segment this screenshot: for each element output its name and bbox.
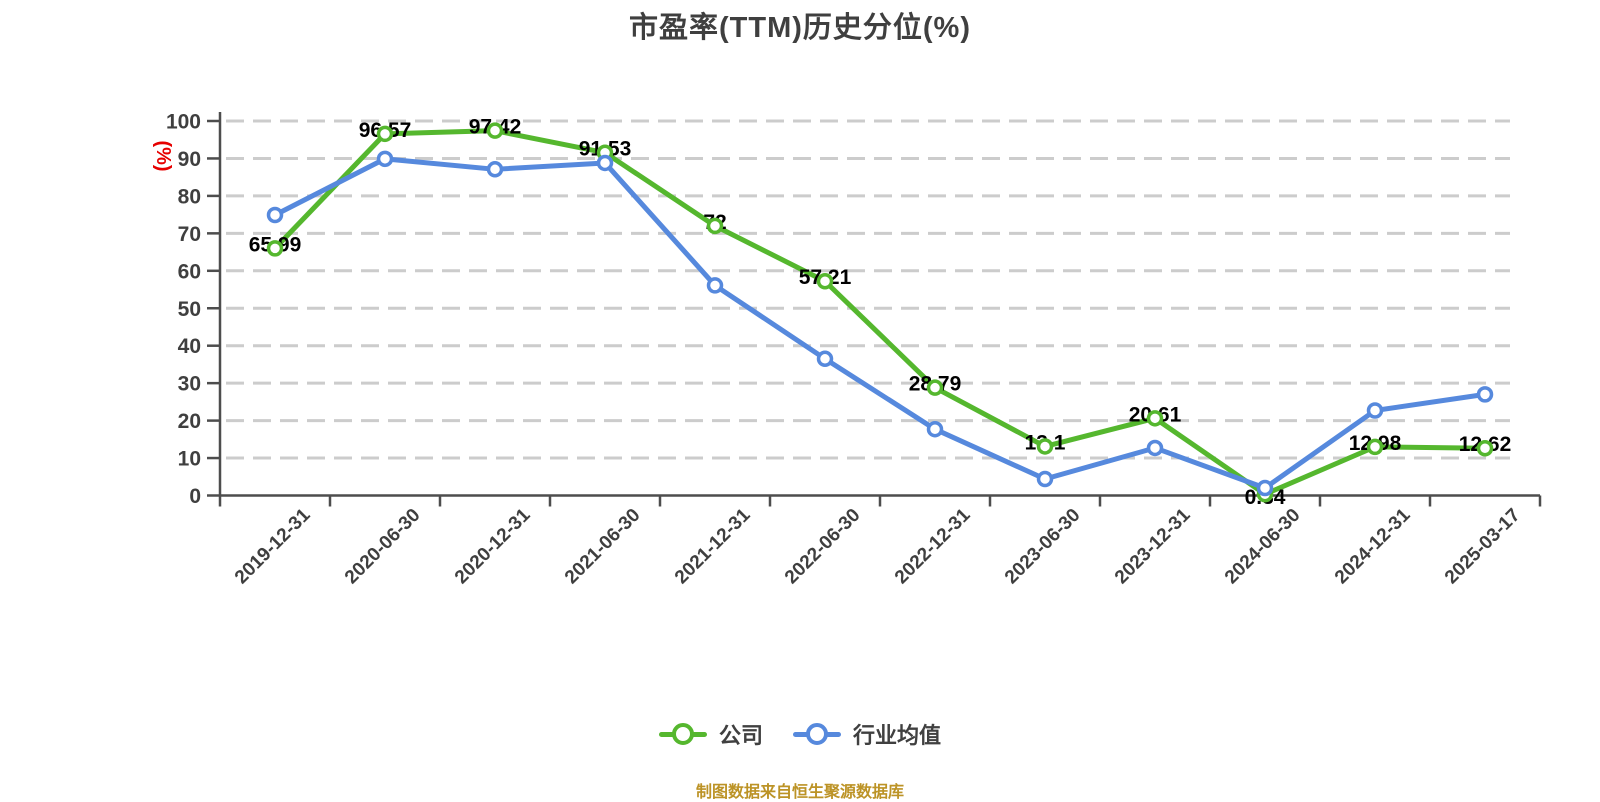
x-tick-label: 2021-12-31 <box>671 504 755 588</box>
legend-item-company[interactable]: 公司 <box>658 718 763 750</box>
x-tick-label: 2020-06-30 <box>341 505 425 589</box>
y-tick-label: 70 <box>178 223 201 246</box>
series-company-line <box>272 128 1488 497</box>
y-tick-label: 30 <box>178 373 201 396</box>
series-company-marker[interactable] <box>1146 410 1164 427</box>
data-source-note: 制图数据来自恒生聚源数据库 <box>695 784 904 801</box>
series-industry-marker[interactable] <box>486 161 504 178</box>
y-tick-label: 90 <box>178 148 201 171</box>
y-tick-label: 100 <box>166 111 201 134</box>
series-industry-marker[interactable] <box>1256 479 1274 497</box>
series-company-marker[interactable] <box>1366 438 1384 456</box>
x-tick-label: 2024-12-31 <box>1331 504 1415 588</box>
x-tick-label: 2025-03-17 <box>1441 505 1525 589</box>
x-tick-label: 2022-12-31 <box>891 504 975 588</box>
series-industry-marker[interactable] <box>1036 470 1054 488</box>
series-company-marker[interactable] <box>1476 439 1494 457</box>
series-industry-line <box>272 156 1488 491</box>
series-company-marker[interactable] <box>486 122 504 139</box>
legend-line-marker-icon <box>793 721 841 747</box>
series-industry-marker[interactable] <box>1366 402 1384 419</box>
x-tick-label: 2023-12-31 <box>1111 504 1195 588</box>
series-company-marker[interactable] <box>376 125 394 143</box>
series-industry-marker[interactable] <box>706 277 724 294</box>
y-axis-unit-label: (%) <box>152 140 174 171</box>
legend: 公司 行业均值 <box>0 718 1600 750</box>
series-industry-marker[interactable] <box>1146 439 1164 457</box>
y-tick-label: 50 <box>178 298 201 321</box>
y-tick-label: 40 <box>178 335 201 358</box>
legend-item-industry[interactable]: 行业均值 <box>793 718 941 750</box>
series-company-marker[interactable] <box>926 379 944 396</box>
legend-label: 公司 <box>718 723 763 748</box>
series-industry-marker[interactable] <box>266 206 284 224</box>
series-company-marker[interactable] <box>1036 438 1054 455</box>
y-tick-label: 10 <box>178 448 201 471</box>
series-industry-marker[interactable] <box>1476 386 1494 403</box>
series-company-marker[interactable] <box>706 217 724 235</box>
y-tick-label: 20 <box>178 410 201 433</box>
series-industry-marker[interactable] <box>596 154 614 172</box>
x-tick-label: 2021-06-30 <box>561 505 645 589</box>
y-tick-label: 0 <box>189 485 201 508</box>
series-industry-marker[interactable] <box>816 350 834 368</box>
series-industry-marker[interactable] <box>926 420 944 438</box>
x-tick-label: 2020-12-31 <box>451 504 535 588</box>
series-industry-marker[interactable] <box>376 150 394 168</box>
legend-label: 行业均值 <box>853 723 942 748</box>
y-tick-label: 60 <box>178 260 201 283</box>
x-tick-label: 2023-06-30 <box>1001 505 1085 589</box>
chart-title: 市盈率(TTM)历史分位(%) <box>628 12 971 44</box>
x-tick-label: 2019-12-31 <box>231 504 315 588</box>
x-tick-label: 2022-06-30 <box>781 505 865 589</box>
legend-line-marker-icon <box>658 721 707 747</box>
x-tick-label: 2024-06-30 <box>1221 505 1305 589</box>
y-tick-label: 80 <box>178 185 201 208</box>
series-company-marker[interactable] <box>266 240 284 257</box>
series-company-marker[interactable] <box>816 272 834 290</box>
